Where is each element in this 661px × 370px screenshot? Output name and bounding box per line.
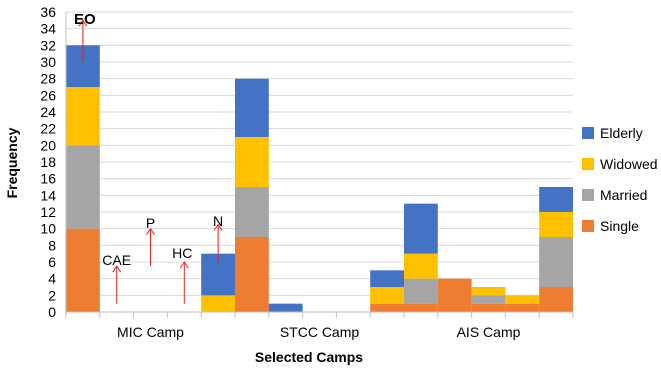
annotation-arrowhead xyxy=(112,265,122,273)
x-category-label: MIC Camp xyxy=(117,324,184,340)
bar-segment-married xyxy=(66,145,100,229)
legend-label-married: Married xyxy=(600,187,647,203)
bar-segment-elderly xyxy=(539,187,573,212)
x-category-labels: MIC Camp STCC Camp AIS Camp xyxy=(117,324,521,340)
y-tick-label: 18 xyxy=(40,154,56,170)
legend-label-single: Single xyxy=(600,218,639,234)
bar-segment-single xyxy=(505,303,540,312)
y-tick-label: 26 xyxy=(40,87,56,103)
y-tick-label: 6 xyxy=(48,254,56,270)
y-tick-label: 12 xyxy=(40,204,56,220)
bar-segment-elderly xyxy=(370,270,404,287)
gridlines xyxy=(66,11,573,296)
bar-segment-widowed xyxy=(471,287,506,296)
bar-segment-single xyxy=(404,303,438,312)
annotation-label-hc: HC xyxy=(172,245,192,261)
y-axis-title: Frequency xyxy=(4,127,20,198)
y-tick-label: 28 xyxy=(40,71,56,87)
annotation-arrowhead xyxy=(78,19,88,27)
legend-swatch-elderly xyxy=(582,127,594,139)
y-tick-label: 34 xyxy=(40,21,56,37)
bar-segment-widowed xyxy=(235,137,269,187)
bar-segment-elderly xyxy=(268,303,303,312)
bars xyxy=(66,45,573,312)
annotations: EO CAE P HC N xyxy=(74,11,223,304)
legend-swatch-single xyxy=(582,220,594,232)
y-tick-label: 32 xyxy=(40,37,56,53)
y-tick-label: 20 xyxy=(40,137,56,153)
y-tick-label: 36 xyxy=(40,4,56,20)
bar-segment-widowed xyxy=(370,287,404,304)
y-tick-label: 22 xyxy=(40,121,56,137)
annotation-label-eo: EO xyxy=(74,11,96,28)
y-tick-label: 10 xyxy=(40,221,56,237)
annotation-arrowhead xyxy=(179,261,189,269)
annotation-label-cae: CAE xyxy=(102,252,131,268)
axes xyxy=(65,12,574,318)
bar-segment-single xyxy=(235,237,269,312)
bar-segment-single xyxy=(370,303,404,312)
y-tick-label: 14 xyxy=(40,187,56,203)
bar-segment-widowed xyxy=(539,212,573,237)
bar-segment-married xyxy=(235,187,269,237)
y-tick-label: 2 xyxy=(48,287,56,303)
x-axis-title: Selected Camps xyxy=(255,349,363,365)
y-tick-label: 8 xyxy=(48,237,56,253)
y-tick-label: 4 xyxy=(48,271,56,287)
y-tick-label: 0 xyxy=(48,304,56,320)
bar-segment-elderly xyxy=(404,203,438,254)
legend-swatch-married xyxy=(582,189,594,201)
bar-segment-widowed xyxy=(404,253,438,279)
annotation-label-n: N xyxy=(213,213,223,229)
bar-segment-married xyxy=(539,237,573,287)
bar-segment-single xyxy=(66,228,100,312)
legend-label-widowed: Widowed xyxy=(600,156,658,172)
bar-segment-married xyxy=(404,278,438,304)
bar-segment-widowed xyxy=(201,295,235,312)
legend-swatch-widowed xyxy=(582,158,594,170)
annotation-arrowhead xyxy=(146,227,155,235)
y-tick-label: 24 xyxy=(40,104,56,120)
bar-segment-single xyxy=(471,303,506,312)
x-category-label: STCC Camp xyxy=(280,324,360,340)
annotation-arrowhead xyxy=(213,223,223,231)
y-tick-label: 30 xyxy=(40,54,56,70)
bar-segment-widowed xyxy=(505,295,540,304)
bar-segment-single xyxy=(539,287,573,312)
bar-segment-married xyxy=(471,295,506,304)
y-tick-label: 16 xyxy=(40,171,56,187)
annotation-label-p: P xyxy=(146,215,155,231)
legend-label-elderly: Elderly xyxy=(600,125,643,141)
bar-segment-elderly xyxy=(235,78,269,137)
bar-segment-single xyxy=(437,278,472,312)
bar-segment-widowed xyxy=(66,87,100,146)
x-category-label: AIS Camp xyxy=(457,324,521,340)
legend: Elderly Widowed Married Single xyxy=(582,125,658,234)
